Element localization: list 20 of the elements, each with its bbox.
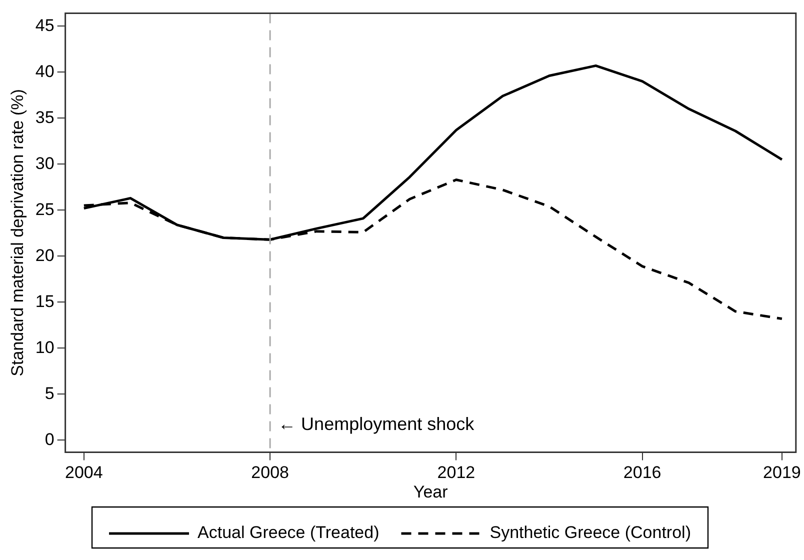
legend-label: Actual Greece (Treated) (198, 523, 380, 542)
x-tick-label: 2008 (251, 463, 289, 482)
y-tick-label: 5 (44, 384, 54, 403)
y-tick-label: 40 (35, 62, 54, 81)
y-axis-title: Standard material deprivation rate (%) (8, 89, 27, 376)
y-tick-label: 0 (44, 430, 54, 449)
y-tick-label: 30 (35, 154, 54, 173)
ref-line-label: ← Unemployment shock (278, 414, 476, 434)
y-tick-label: 45 (35, 16, 54, 35)
x-tick-label: 2004 (65, 463, 103, 482)
y-tick-label: 15 (35, 292, 54, 311)
x-tick-label: 2019 (763, 463, 801, 482)
y-tick-label: 35 (35, 108, 54, 127)
y-tick-label: 20 (35, 246, 54, 265)
x-axis-title: Year (413, 482, 448, 502)
y-tick-label: 25 (35, 200, 54, 219)
y-tick-label: 10 (35, 338, 54, 357)
x-tick-label: 2012 (437, 463, 476, 482)
legend-label: Synthetic Greece (Control) (490, 523, 691, 542)
x-tick-label: 2016 (623, 463, 662, 482)
